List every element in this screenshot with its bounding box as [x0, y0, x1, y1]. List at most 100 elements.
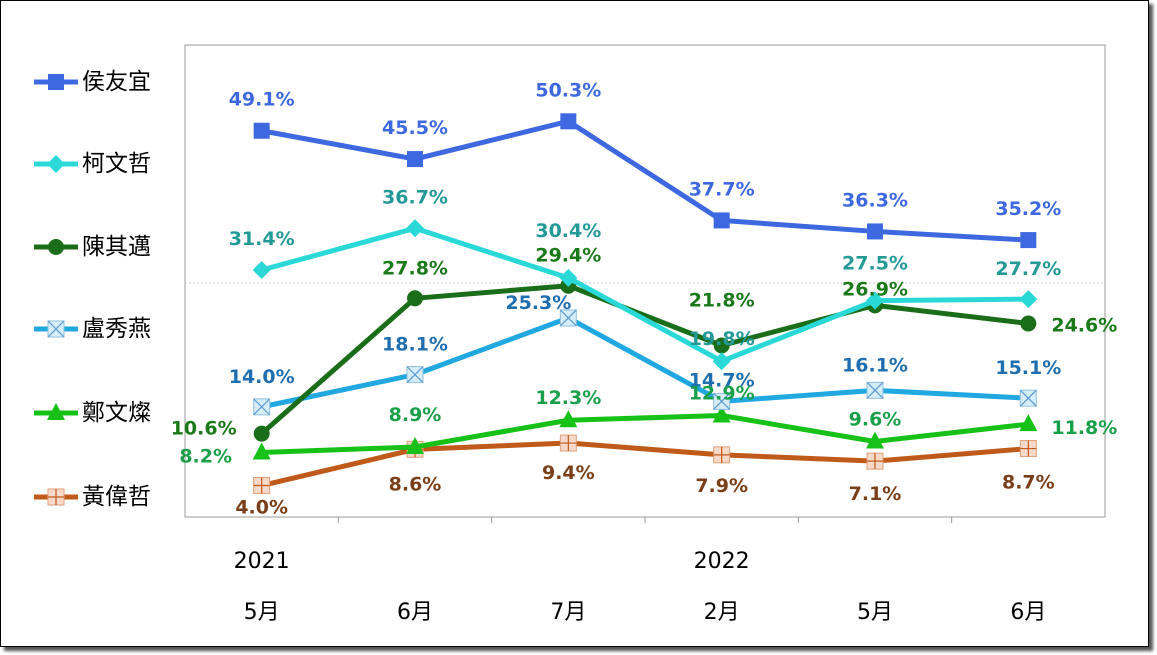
data-label: 9.4%	[542, 462, 595, 484]
data-label: 8.9%	[389, 404, 442, 426]
series-line	[259, 118, 1031, 243]
data-point	[406, 366, 424, 384]
data-label: 35.2%	[995, 198, 1061, 220]
data-point	[713, 212, 730, 229]
x-tick-label: 2月	[703, 600, 740, 625]
x-tick-label: 6月	[397, 600, 433, 625]
year-label: 2021	[233, 549, 290, 574]
series-4	[252, 405, 1038, 460]
data-point	[713, 337, 730, 354]
series-0	[253, 113, 1037, 249]
series-line	[259, 440, 1031, 489]
data-label: 21.8%	[689, 290, 755, 312]
data-point	[712, 405, 731, 423]
data-point	[559, 309, 577, 327]
data-point	[1019, 414, 1038, 432]
series-1	[252, 219, 1038, 371]
data-label: 16.1%	[842, 354, 908, 376]
data-point	[867, 223, 883, 240]
year-label: 2022	[693, 549, 750, 574]
legend-marker	[48, 239, 64, 255]
data-label: 36.3%	[842, 189, 908, 211]
data-point	[559, 434, 577, 452]
series-line	[259, 315, 1031, 410]
data-label: 10.6%	[171, 418, 237, 440]
data-label: 45.5%	[382, 117, 448, 139]
legend-marker	[47, 488, 65, 506]
data-label: 4.0%	[235, 497, 288, 519]
legend-swatch	[34, 239, 78, 255]
data-point	[559, 410, 578, 428]
series-line	[259, 413, 1031, 455]
data-point	[406, 219, 424, 238]
x-tick-label: 5月	[243, 600, 280, 625]
data-label: 31.4%	[229, 228, 295, 250]
data-point	[253, 425, 270, 442]
legend-swatch	[34, 403, 78, 420]
legend-label: 柯文哲	[82, 151, 151, 177]
data-point	[406, 436, 424, 454]
data-point	[407, 151, 423, 168]
plot-area	[184, 44, 1106, 518]
data-point	[407, 290, 423, 307]
legend-marker	[47, 320, 65, 338]
legend-marker	[47, 155, 65, 173]
data-label: 14.0%	[229, 366, 295, 388]
data-label: 8.2%	[179, 445, 232, 467]
data-label: 26.9%	[842, 278, 908, 300]
legend-label: 盧秀燕	[82, 316, 151, 342]
data-point	[253, 477, 271, 495]
data-point	[713, 392, 731, 410]
series-line	[259, 225, 1031, 364]
data-label: 24.6%	[1051, 314, 1117, 336]
data-label: 9.6%	[849, 408, 902, 430]
data-point	[253, 122, 270, 139]
data-point	[712, 352, 731, 371]
data-label: 27.7%	[995, 258, 1061, 280]
x-tick-label: 6月	[1010, 600, 1047, 625]
data-point	[252, 260, 271, 279]
data-label: 14.7%	[689, 369, 755, 391]
data-point	[1019, 389, 1037, 407]
data-label: 12.3%	[535, 387, 601, 409]
data-label: 18.1%	[382, 334, 448, 356]
data-point	[1019, 290, 1038, 309]
data-point	[866, 452, 884, 470]
legend-label: 侯友宜	[82, 69, 151, 95]
legend-marker	[48, 74, 64, 90]
data-label: 27.8%	[382, 257, 448, 279]
legend-label: 陳其邁	[82, 234, 151, 260]
data-label: 27.5%	[842, 253, 908, 275]
data-label: 8.6%	[389, 473, 442, 495]
data-point	[253, 398, 271, 416]
data-point	[252, 442, 271, 460]
data-label: 11.8%	[1051, 417, 1117, 439]
data-label: 7.1%	[849, 483, 902, 505]
data-label: 37.7%	[689, 178, 755, 200]
data-label: 49.1%	[229, 89, 295, 111]
data-label: 30.4%	[535, 220, 601, 242]
data-point	[1020, 232, 1037, 249]
series-line	[259, 283, 1031, 437]
data-label: 29.4%	[535, 245, 601, 267]
data-label: 8.7%	[1002, 472, 1055, 494]
data-label: 36.7%	[382, 186, 448, 208]
data-point	[560, 113, 577, 130]
data-label: 12.9%	[689, 383, 755, 405]
x-tick-label: 7月	[550, 600, 587, 625]
data-label: 25.3%	[505, 292, 571, 314]
legend-swatch	[34, 155, 78, 173]
data-label: 50.3%	[535, 79, 601, 101]
data-point	[1020, 315, 1037, 332]
legend-label: 黃偉哲	[82, 484, 151, 510]
series-3	[253, 309, 1037, 416]
data-point	[713, 446, 731, 464]
legend-swatch	[34, 320, 78, 338]
data-label: 7.9%	[695, 475, 748, 497]
x-tick-label: 5月	[857, 600, 893, 625]
data-point	[1019, 440, 1037, 458]
legend-label: 鄭文燦	[82, 400, 151, 426]
data-label: 15.1%	[995, 357, 1061, 379]
data-point	[559, 268, 578, 287]
